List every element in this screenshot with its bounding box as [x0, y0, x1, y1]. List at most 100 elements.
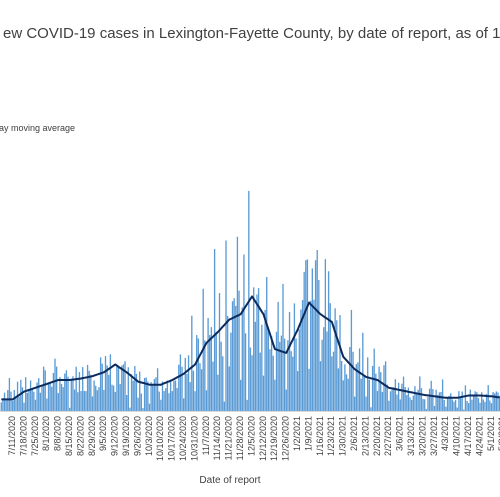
case-bar [342, 380, 344, 411]
case-bar [213, 249, 216, 411]
case-bar [205, 390, 208, 411]
case-bar [427, 396, 429, 411]
case-bar [38, 378, 40, 411]
case-bar [487, 385, 489, 411]
case-bar [441, 379, 444, 411]
case-bar [370, 407, 372, 411]
case-bar [279, 341, 281, 411]
case-bar [218, 293, 221, 411]
x-tick-label: 10/10/2020 [155, 416, 165, 461]
case-bar [482, 399, 484, 411]
x-tick-label: 9/12/2020 [110, 416, 120, 456]
case-bar [169, 380, 172, 411]
case-bar [332, 351, 335, 411]
case-bar [135, 373, 138, 411]
x-tick-label: 11/21/2020 [224, 416, 234, 460]
case-bar [295, 338, 297, 411]
case-bar [386, 384, 388, 411]
case-bar [101, 363, 103, 411]
case-bar [121, 365, 123, 411]
case-bar [394, 379, 397, 411]
x-tick-label: 4/3/2021 [440, 416, 450, 451]
case-bar [262, 375, 265, 411]
case-bar [323, 327, 325, 411]
case-bar [495, 391, 498, 411]
x-tick-label: 2/27/2021 [383, 416, 393, 456]
case-bar [112, 385, 115, 411]
case-bar [241, 307, 243, 411]
case-bar [117, 367, 120, 411]
case-bar [253, 287, 255, 411]
case-bar [371, 365, 374, 411]
x-tick-label: 7/18/2020 [18, 416, 28, 456]
case-bar [354, 396, 356, 411]
case-bar [122, 364, 125, 411]
case-bar [388, 400, 390, 411]
case-bar [414, 386, 416, 411]
case-bar [453, 401, 455, 411]
case-bar [165, 388, 167, 411]
case-bar [389, 391, 392, 411]
case-bar [184, 357, 186, 411]
case-bar [116, 365, 118, 411]
case-bar [80, 391, 82, 411]
case-bar [142, 408, 144, 411]
case-bar [336, 320, 338, 411]
x-tick-label: 1/23/2021 [326, 416, 336, 456]
case-bar [305, 260, 307, 411]
case-bar [428, 388, 431, 411]
case-bar [240, 379, 242, 411]
case-bar [88, 370, 90, 411]
case-bar [257, 288, 260, 411]
case-bar [3, 392, 6, 411]
x-tick-label: 8/8/2020 [53, 416, 63, 451]
case-bar [396, 394, 398, 411]
case-bar [358, 348, 361, 411]
case-bar [327, 271, 330, 411]
case-bar [106, 365, 108, 411]
case-bar [134, 366, 136, 411]
case-bar [256, 294, 258, 411]
case-bar [160, 399, 162, 411]
case-bar [412, 395, 414, 411]
case-bar [438, 392, 441, 411]
case-bar [476, 392, 478, 411]
case-bar [18, 396, 20, 411]
case-bar [293, 303, 296, 411]
x-tick-label: 4/17/2021 [463, 416, 473, 456]
case-bar [458, 391, 460, 411]
case-bar [64, 373, 66, 411]
x-tick-label: 12/19/2020 [269, 416, 279, 461]
case-bar [238, 290, 240, 411]
case-bar [477, 398, 480, 411]
case-bar [137, 397, 139, 411]
case-bar [246, 399, 248, 411]
x-tick-label: 11/28/2020 [235, 416, 245, 460]
case-bar [310, 300, 312, 411]
x-tick-label: 2/20/2021 [372, 416, 382, 456]
case-bar [437, 395, 439, 411]
case-bar [223, 401, 226, 411]
case-bar [197, 338, 199, 411]
case-bar [46, 398, 48, 411]
case-bar [225, 240, 227, 411]
case-bar [425, 409, 427, 411]
case-bar [166, 380, 169, 411]
case-bar [397, 382, 400, 411]
x-axis-tick-labels: 7/11/2020 7/18/2020 7/25/2020 8/1/2020 8/8/2… [7, 416, 500, 461]
case-bar [44, 370, 46, 411]
case-bar [2, 398, 4, 411]
case-bar [13, 390, 15, 411]
case-bar [156, 368, 159, 411]
case-bar [329, 303, 331, 411]
case-bar [340, 360, 343, 411]
case-bar [282, 283, 284, 411]
case-bar [489, 400, 491, 411]
case-bar [5, 398, 7, 411]
case-bar [272, 355, 274, 411]
case-bar [187, 355, 190, 411]
case-bar [233, 298, 235, 411]
case-bar [319, 361, 322, 411]
case-bar [285, 389, 287, 411]
x-tick-label: 9/5/2020 [98, 416, 108, 451]
